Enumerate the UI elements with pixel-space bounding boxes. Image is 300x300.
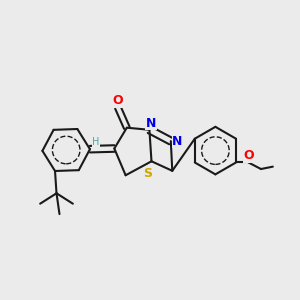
Text: N: N (172, 135, 182, 148)
Text: O: O (243, 149, 254, 162)
Text: S: S (143, 167, 152, 180)
Text: H: H (92, 136, 100, 146)
Text: N: N (146, 117, 156, 130)
Text: O: O (112, 94, 123, 107)
